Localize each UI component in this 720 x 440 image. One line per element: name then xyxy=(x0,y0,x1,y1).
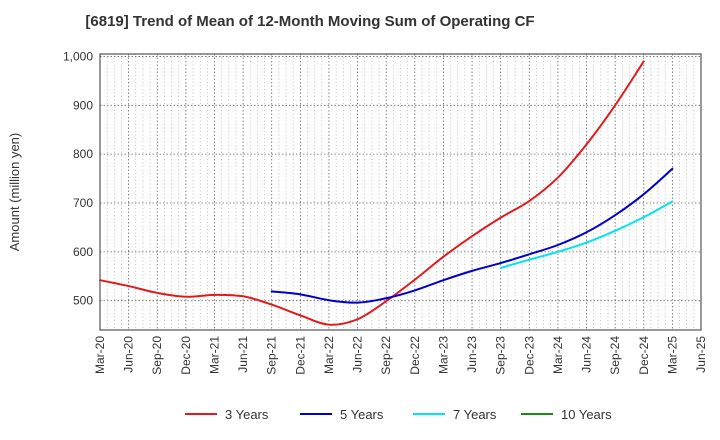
x-tick-label: Jun-25 xyxy=(694,336,708,373)
x-tick-label: Sep-23 xyxy=(494,336,508,375)
legend-label-10-years: 10 Years xyxy=(561,407,612,422)
series-lines xyxy=(99,60,674,326)
y-tick-label: 1,000 xyxy=(63,49,93,63)
grid xyxy=(100,54,701,330)
x-tick-label: Mar-25 xyxy=(665,336,679,374)
legend: 3 Years 5 Years 7 Years 10 Years xyxy=(185,407,612,422)
x-tick-label: Mar-20 xyxy=(93,336,107,374)
x-tick-label: Jun-23 xyxy=(465,336,479,373)
y-tick-label: 500 xyxy=(73,294,93,308)
x-tick-label: Sep-20 xyxy=(150,336,164,375)
series-line-7-years xyxy=(499,200,674,269)
x-tick-label: Dec-22 xyxy=(408,336,422,375)
x-tick-label: Sep-21 xyxy=(265,336,279,375)
chart-title: [6819] Trend of Mean of 12-Month Moving … xyxy=(85,13,534,30)
plot-area xyxy=(99,53,702,331)
x-tick-label: Dec-21 xyxy=(293,336,307,375)
y-tick-label: 800 xyxy=(73,147,93,161)
x-tick-label: Jun-20 xyxy=(122,336,136,373)
x-tick-labels: Mar-20 Jun-20 Sep-20 Dec-20 Mar-21 Jun-21 Sep-… xyxy=(93,336,708,375)
series-line-3-years xyxy=(99,60,645,326)
legend-label-3-years: 3 Years xyxy=(225,407,269,422)
x-tick-label: Dec-24 xyxy=(637,336,651,375)
x-tick-label: Mar-24 xyxy=(551,336,565,374)
x-tick-label: Jun-21 xyxy=(236,336,250,373)
y-tick-label: 700 xyxy=(73,196,93,210)
series-line-5-years xyxy=(270,167,674,304)
y-axis-label: Amount (million yen) xyxy=(7,133,22,252)
y-tick-labels: 500 600 700 800 900 1,000 xyxy=(63,49,93,307)
y-tick-label: 900 xyxy=(73,98,93,112)
legend-label-5-years: 5 Years xyxy=(340,407,384,422)
x-tick-label: Jun-22 xyxy=(351,336,365,373)
x-tick-label: Dec-20 xyxy=(179,336,193,375)
x-tick-label: Mar-22 xyxy=(322,336,336,374)
x-tick-label: Dec-23 xyxy=(522,336,536,375)
x-tick-label: Sep-22 xyxy=(379,336,393,375)
y-tick-label: 600 xyxy=(73,245,93,259)
x-tick-label: Mar-21 xyxy=(207,336,221,374)
x-tick-label: Sep-24 xyxy=(608,336,622,375)
legend-label-7-years: 7 Years xyxy=(453,407,497,422)
x-tick-label: Mar-23 xyxy=(436,336,450,374)
x-tick-label: Jun-24 xyxy=(580,336,594,373)
